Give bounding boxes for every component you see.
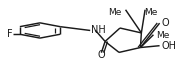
Text: O: O — [162, 18, 169, 28]
Text: Me: Me — [108, 8, 122, 17]
Text: Me: Me — [144, 8, 158, 17]
Text: OH: OH — [162, 41, 177, 51]
Text: NH: NH — [91, 25, 106, 35]
Text: Me: Me — [156, 31, 170, 40]
Text: O: O — [98, 50, 105, 60]
Text: F: F — [7, 29, 12, 39]
